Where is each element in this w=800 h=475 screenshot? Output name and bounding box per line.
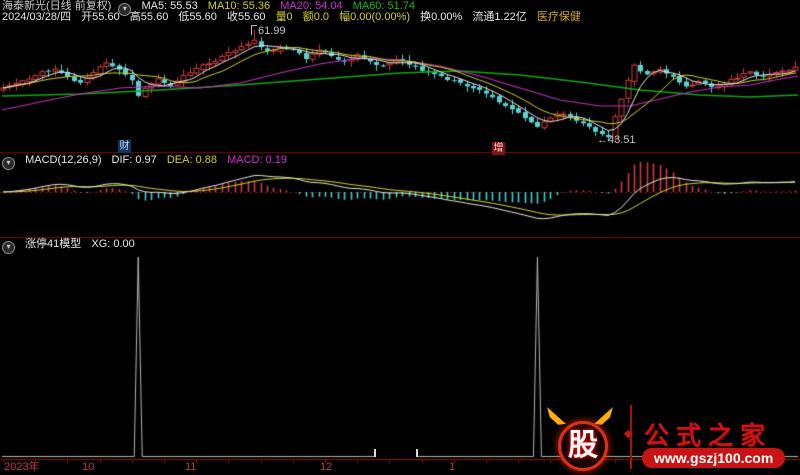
quote-close: 收55.60 — [226, 11, 266, 23]
high-price-label: 61.99 — [251, 25, 286, 37]
watermark-badge: 增 — [492, 142, 505, 155]
axis-label-oct: 10 — [82, 461, 95, 473]
macd-value: MACD: 0.19 — [227, 154, 287, 166]
quote-date: 2024/03/28/四 — [2, 11, 72, 23]
quote-change: 幅0.00(0.00%) — [339, 11, 411, 23]
collapse-macd-icon[interactable]: ▾ — [2, 157, 15, 170]
logo-url: www.gszj100.com — [642, 448, 786, 468]
collapse-main-icon[interactable]: ▾ — [118, 3, 132, 16]
collapse-signal-icon[interactable]: ▾ — [2, 241, 15, 254]
quote-float: 流通1.22亿 — [472, 11, 527, 23]
axis-label-nov: 11 — [185, 461, 197, 473]
quote-industry: 医疗保健 — [536, 11, 581, 23]
axis-label-dec: 12 — [320, 461, 333, 473]
bull-horn-icon — [594, 405, 613, 426]
xg-value: XG: 0.00 — [91, 238, 135, 250]
panel-splitter-handle[interactable] — [374, 449, 418, 458]
macd-label: MACD(12,26,9) — [25, 154, 102, 166]
quote-low: 低55.60 — [178, 11, 217, 23]
quote-high: 高55.60 — [129, 11, 169, 23]
axis-label-jan: 1 — [449, 461, 456, 473]
logo-title: 公式之家 — [644, 422, 773, 450]
macd-header: ▾ MACD(12,26,9) DIF: 0.97 DEA: 0.88 MACD… — [2, 155, 294, 170]
quote-bar: 2024/03/28/四 开55.60 高55.60 低55.60 收55.60… — [2, 12, 588, 23]
dif-value: DIF: 0.97 — [111, 154, 157, 166]
axis-label-year: 2023年 — [4, 461, 40, 473]
ma5-value: MA5: 55.53 — [141, 0, 198, 12]
low-price-label: ←43.51 — [597, 134, 636, 146]
logo-emblem: 股 — [558, 421, 608, 471]
bull-horn-icon — [547, 405, 566, 426]
quote-turnover: 换0.00% — [420, 11, 463, 23]
diamond-icon: ◆ — [624, 428, 633, 440]
high-pointer-icon — [251, 25, 257, 35]
dea-value: DEA: 0.88 — [166, 154, 217, 166]
quote-volume: 量0 — [275, 11, 293, 23]
quote-amount: 额0.0 — [302, 11, 330, 23]
logo-divider — [630, 405, 632, 469]
ma10-value: MA10: 55.36 — [207, 0, 271, 12]
title-bar: 海泰新光(日线 前复权) ▾ MA5: 55.53 MA10: 55.36 MA2… — [2, 1, 422, 16]
watermark-badge: 财 — [118, 140, 131, 153]
ma20-value: MA20: 54.04 — [280, 0, 343, 12]
left-arrow-icon: ← — [597, 134, 608, 146]
quote-open: 开55.60 — [81, 11, 120, 23]
signal-header: ▾ 涨停41模型 XG: 0.00 — [2, 239, 142, 254]
site-logo: 股 ◆ 公式之家 www.gszj100.com — [542, 397, 800, 475]
stock-title: 海泰新光(日线 前复权) — [2, 0, 112, 12]
signal-title: 涨停41模型 — [25, 238, 82, 250]
ma60-value: MA60: 51.74 — [352, 0, 416, 12]
